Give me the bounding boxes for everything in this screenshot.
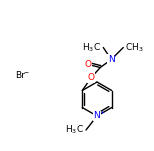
Text: −: − <box>23 69 29 74</box>
Text: Br: Br <box>15 72 25 80</box>
Text: $\mathregular{CH_3}$: $\mathregular{CH_3}$ <box>125 41 144 54</box>
Text: O: O <box>88 73 95 82</box>
Text: O: O <box>85 60 92 69</box>
Text: $\mathregular{H_3C}$: $\mathregular{H_3C}$ <box>65 124 84 136</box>
Text: N: N <box>108 55 115 64</box>
Text: $\mathregular{H_3C}$: $\mathregular{H_3C}$ <box>82 41 101 54</box>
Text: N: N <box>94 111 100 120</box>
Text: +: + <box>99 109 105 114</box>
